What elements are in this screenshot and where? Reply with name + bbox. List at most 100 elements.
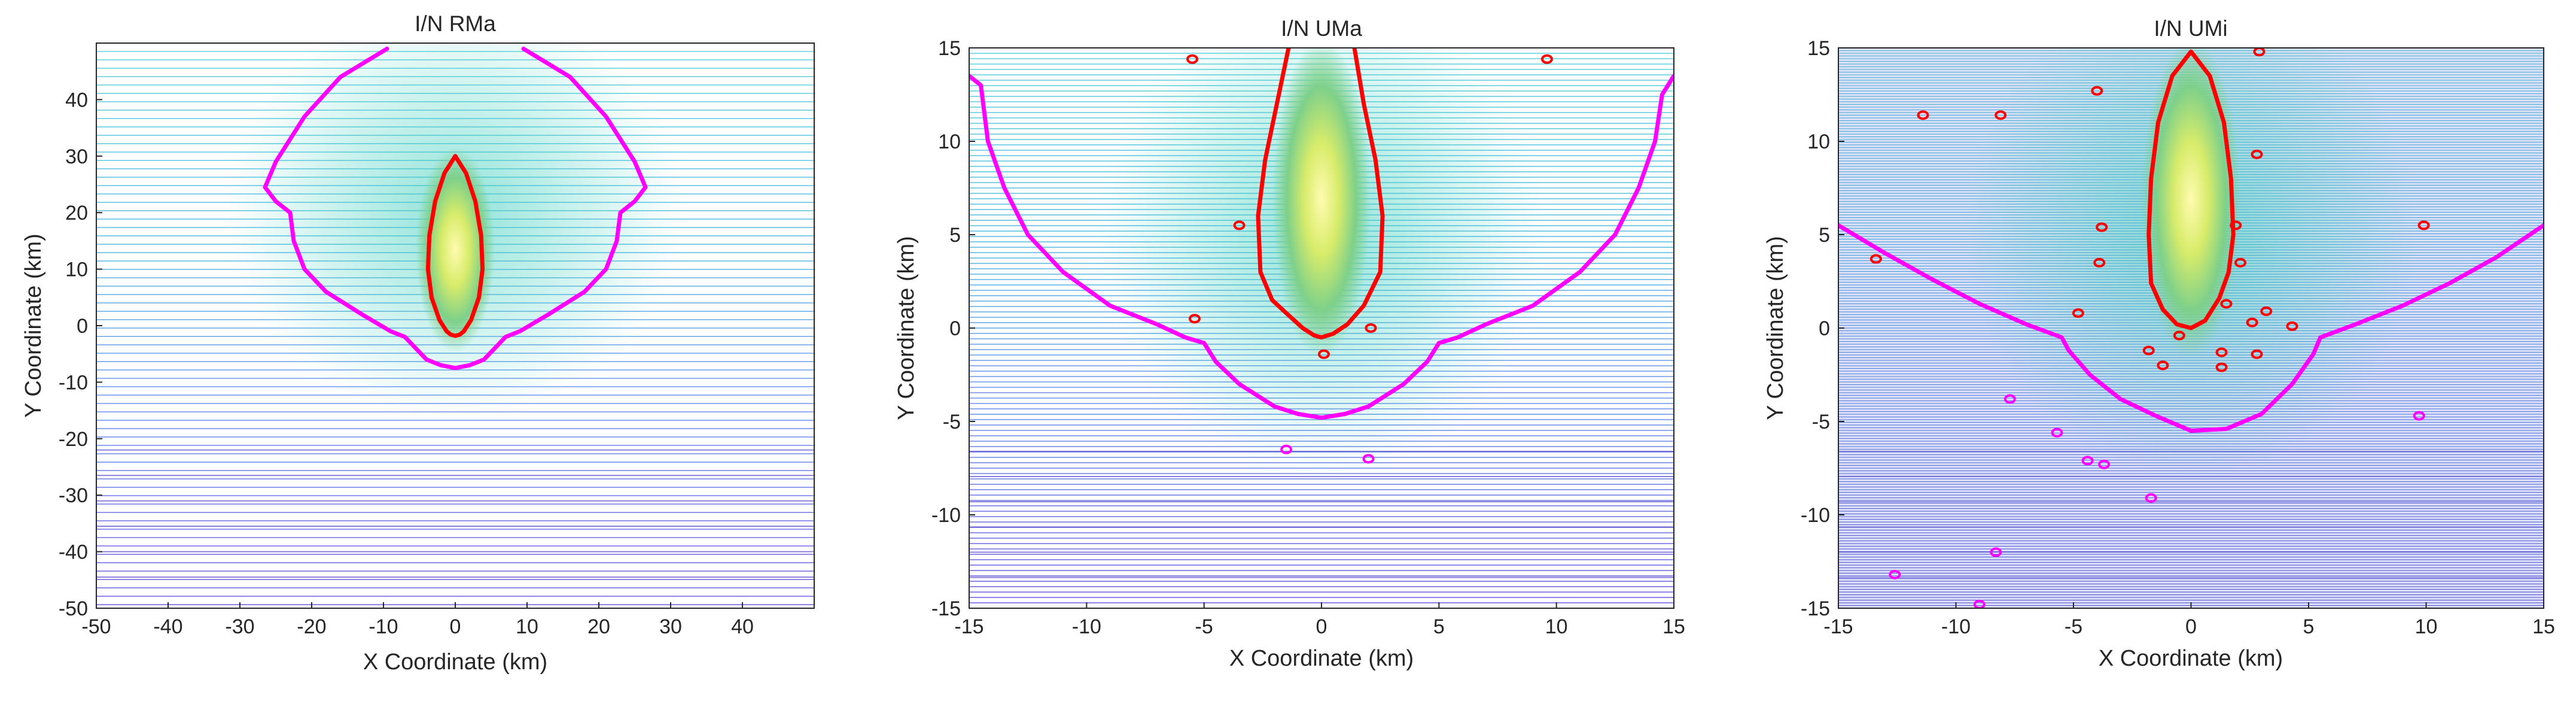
contour-blob [2215,347,2228,357]
contour-blob [2251,349,2263,359]
y-tick-label: 0 [1819,317,1830,340]
field-hotspot [2141,48,2241,358]
field-hotspot [1272,48,1371,358]
y-tick-label: 0 [77,315,88,338]
y-axis-label: Y Coordinate (km) [894,236,919,420]
contour-blob [1233,220,1246,230]
contour-blob [2051,427,2063,438]
contour-outer [263,46,648,371]
contour-inner [2146,49,2236,330]
y-tick-label: -15 [1801,597,1830,620]
contour-blob [2081,456,2094,466]
y-tick-label: -5 [1812,411,1830,433]
contour-blob [2145,493,2157,503]
chart-title: I/N UMi [2154,16,2227,41]
axis-ticks: -15 -10 -5 0 5 10 15 -15 -10 -5 0 5 10 15 [1801,37,2555,638]
x-tick-label: 20 [587,615,610,638]
contour-blob [1990,547,2002,557]
x-tick-label: 0 [450,615,461,638]
y-tick-label: 15 [1807,37,1830,60]
y-tick-label: 5 [1819,224,1830,247]
contour-blob [2003,394,2016,404]
x-tick-label: 10 [1545,615,1568,638]
contour-blob [1362,454,1375,464]
contour-blob [1540,54,1553,64]
contour-blob [2234,257,2247,268]
contour-blob [2091,86,2103,96]
chart-title: I/N UMa [1281,16,1362,41]
contour-outer [1838,223,2544,433]
y-tick-label: -10 [931,504,961,527]
x-tick-label: -20 [297,615,326,638]
y-axis-label: Y Coordinate (km) [1763,236,1788,420]
x-axis-label: X Coordinate (km) [1229,646,1414,671]
y-tick-label: -40 [59,541,88,564]
x-tick-label: -10 [1072,615,1101,638]
contour-blob [2251,149,2263,159]
contour-blob [2093,257,2106,268]
axis-ticks: -50 -40 -30 -20 -10 0 10 20 30 40 -50 -40 -30 -20 -10 0… [59,89,754,638]
y-tick-label: 5 [949,224,961,247]
x-tick-label: -10 [1941,615,1971,638]
contour-blob [1917,110,1929,120]
contour-outer [969,74,1674,420]
field-overlay [1096,48,1547,478]
subplot-rma: I/N RMa -50 -40 -30 -20 -10 0 10 20 30 40 -50 -40 -3… [21,11,815,675]
y-tick-label: 20 [65,202,88,224]
y-tick-label: 30 [65,145,88,168]
subplot-uma: I/N UMa -15 -10 -5 0 5 10 15 -15 -10 -5 0 5 10 15 X C… [894,16,1685,671]
y-tick-label: 15 [938,37,961,60]
field-overlay [226,43,685,420]
x-tick-label: -10 [369,615,398,638]
contour-blob [2286,321,2298,331]
y-tick-label: 10 [1807,131,1830,153]
x-tick-label: -15 [954,615,983,638]
field-overlay [1838,48,2544,608]
x-axis-label: X Coordinate (km) [2099,646,2283,671]
y-tick-label: -30 [59,484,88,507]
x-tick-label: 40 [731,615,754,638]
contours [969,48,1674,420]
contour-blob [2413,411,2425,421]
contour-blob [2230,220,2242,230]
y-tick-label: 40 [65,89,88,111]
markers [1186,54,1553,464]
contour-inner [425,154,485,338]
contour-blob [2260,306,2273,316]
contours [263,46,648,371]
contour-blob [1188,314,1201,324]
x-tick-label: 0 [2185,615,2197,638]
contour-blob [2173,330,2185,341]
x-tick-label: 15 [2532,615,2555,638]
contour-blob [2096,222,2108,232]
x-tick-label: 30 [659,615,682,638]
contour-blob [1317,349,1330,359]
x-tick-label: 10 [516,615,538,638]
contour-blob [1365,323,1377,333]
x-tick-label: 5 [2303,615,2315,638]
contour-blob [2417,220,2430,230]
contour-inner [1256,48,1385,340]
y-tick-label: -10 [59,371,88,394]
y-tick-label: 10 [65,259,88,281]
x-tick-label: -40 [153,615,182,638]
x-tick-label: -15 [1823,615,1853,638]
y-tick-label: -5 [943,411,961,433]
y-tick-label: 10 [938,131,961,153]
subplot-umi: I/N UMi -15 -10 -5 0 5 10 15 -15 -10 -5 0 5 10 15 X C… [1763,16,2555,671]
contour-blob [2246,317,2258,327]
y-tick-label: -20 [59,428,88,451]
markers [1869,48,2430,608]
contour-blob [2220,299,2233,309]
y-axis-label: Y Coordinate (km) [21,233,46,418]
contour-blob [1280,444,1293,454]
contour-blob [1995,110,2007,120]
axis-ticks: -15 -10 -5 0 5 10 15 -15 -10 -5 0 5 10 15 [931,37,1685,638]
x-tick-label: -50 [81,615,111,638]
x-tick-label: -30 [225,615,254,638]
contour-blob [1869,254,1882,264]
contours [1838,49,2544,433]
contour-blob [2098,459,2111,469]
contour-blob [2157,360,2169,371]
